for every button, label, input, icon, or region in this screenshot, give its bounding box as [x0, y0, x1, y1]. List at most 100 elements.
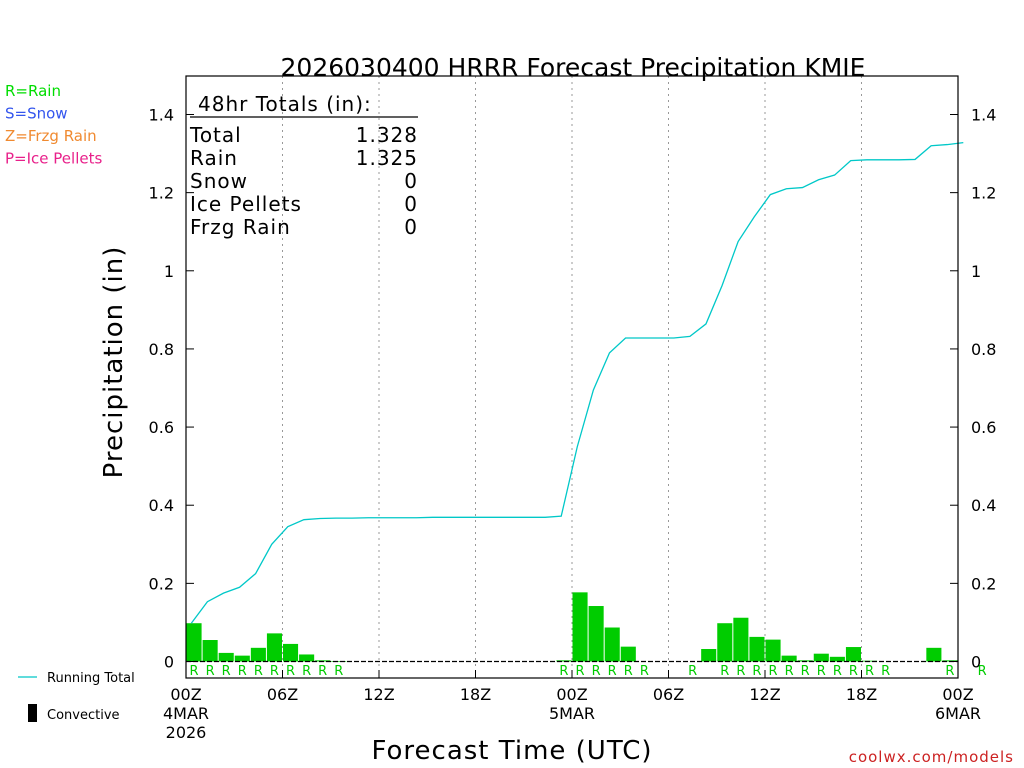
y-tick-label-right-6: 1.2: [971, 184, 996, 203]
x-tick-label-12-0: 12Z: [363, 685, 394, 704]
precip-type-label-hour-5: R: [254, 664, 263, 679]
precip-type-label-hour-35: R: [736, 664, 745, 679]
precip-type-label-hour-36: R: [752, 664, 761, 679]
type-legend-item-1: S=Snow: [5, 105, 68, 123]
y-tick-label-right-0: 0: [971, 653, 981, 672]
precip-type-label-hour-42: R: [849, 664, 858, 679]
precip-type-label-hour-6: R: [270, 664, 279, 679]
running-total-legend-label: Running Total: [47, 671, 135, 686]
precip-type-label-hour-1: R: [190, 664, 199, 679]
precip-bar-hour-47: [926, 647, 942, 662]
totals-label-0: Total: [189, 123, 242, 147]
precip-type-label-hour-41: R: [833, 664, 842, 679]
y-tick-label-right-1: 0.2: [971, 574, 996, 593]
totals-box: 48hr Totals (in): Total 1.328 Rain 1.325 Sno…: [189, 92, 418, 239]
precip-type-label-hour-38: R: [785, 664, 794, 679]
precip-bar-hour-8: [299, 654, 315, 662]
x-axis-title: Forecast Time (UTC): [371, 736, 652, 766]
type-legend-item-2: Z=Frzg Rain: [5, 127, 97, 145]
totals-value-1: 1.325: [356, 146, 418, 170]
precip-bar-hour-38: [781, 655, 797, 662]
precip-bar-hour-33: [701, 648, 717, 662]
precip-bar-hour-3: [218, 652, 234, 662]
precip-bar-hour-35: [733, 617, 749, 662]
precip-type-legend: R=Rain S=Snow Z=Frzg Rain P=Ice Pellets: [5, 82, 102, 168]
x-tick-label-0-1: 4MAR: [163, 704, 209, 723]
convective-legend-label: Convective: [47, 708, 120, 723]
credit-text: coolwx.com/models: [849, 748, 1014, 766]
x-tick-label-18-0: 18Z: [460, 685, 491, 704]
precip-bar-hour-26: [588, 606, 604, 662]
precip-bar-hour-28: [620, 646, 636, 662]
y-axis-title: Precipitation (in): [99, 246, 129, 479]
precip-type-label-hour-27: R: [608, 664, 617, 679]
totals-heading: 48hr Totals (in):: [198, 92, 372, 116]
precip-type-label-hour-7: R: [286, 664, 295, 679]
y-tick-label-right-3: 0.6: [971, 418, 996, 437]
chart-title: 2026030400 HRRR Forecast Precipitation K…: [281, 53, 866, 82]
precip-type-label-hour-39: R: [801, 664, 810, 679]
y-tick-label-left-3: 0.6: [149, 418, 174, 437]
y-tick-label-right-4: 0.8: [971, 340, 996, 359]
x-tick-label-30-0: 06Z: [653, 685, 684, 704]
y-tick-label-left-6: 1.2: [149, 184, 174, 203]
precip-type-label-hour-4: R: [238, 664, 247, 679]
totals-value-2: 0: [404, 169, 418, 193]
precip-bar-hour-7: [283, 643, 299, 662]
precip-type-label-hour-44: R: [881, 664, 890, 679]
precip-type-label-hour-28: R: [624, 664, 633, 679]
totals-value-0: 1.328: [356, 123, 418, 147]
precip-type-label-hour-43: R: [865, 664, 874, 679]
precip-type-label-hour-25: R: [576, 664, 585, 679]
y-tick-label-left-0: 0: [164, 653, 174, 672]
x-tick-label-24-0: 00Z: [556, 685, 587, 704]
series-legend: Running Total Convective: [18, 671, 135, 723]
x-tick-label-6-0: 06Z: [267, 685, 298, 704]
totals-label-4: Frzg Rain: [190, 215, 291, 239]
precip-type-label-hour-9: R: [318, 664, 327, 679]
precip-bar-hour-40: [813, 653, 829, 662]
precip-type-label-hour-37: R: [769, 664, 778, 679]
precip-bar-hour-27: [604, 627, 620, 662]
precip-type-label-hour-50: R: [978, 664, 987, 679]
totals-label-2: Snow: [190, 169, 248, 193]
precip-bar-hour-25: [572, 592, 588, 662]
type-legend-item-3: P=Ice Pellets: [5, 150, 102, 168]
y-tick-label-right-2: 0.4: [971, 496, 996, 515]
precip-bar-hour-34: [717, 623, 733, 662]
x-tick-label-0-0: 00Z: [170, 685, 201, 704]
y-tick-label-right-7: 1.4: [971, 106, 996, 125]
precip-type-label-hour-2: R: [206, 664, 215, 679]
precip-type-label-hour-10: R: [334, 664, 343, 679]
x-tick-label-24-1: 5MAR: [549, 704, 595, 723]
running-total-line: [190, 141, 964, 624]
precip-bar-hour-36: [749, 636, 765, 662]
y-tick-label-left-4: 0.8: [149, 340, 174, 359]
precip-bar-hour-24: [556, 660, 572, 662]
y-tick-label-left-7: 1.4: [149, 106, 174, 125]
precip-type-label-hour-34: R: [720, 664, 729, 679]
y-tick-label-left-5: 1: [164, 262, 174, 281]
convective-legend-swatch: [28, 704, 37, 722]
precip-type-label-hour-29: R: [640, 664, 649, 679]
precip-bar-hour-41: [829, 656, 845, 662]
precip-bar-hour-42: [845, 647, 861, 662]
y-tick-label-left-2: 0.4: [149, 496, 174, 515]
totals-label-1: Rain: [190, 146, 238, 170]
precip-type-label-hour-3: R: [222, 664, 231, 679]
precip-bar-hour-5: [250, 647, 266, 662]
precip-type-label-hour-48: R: [945, 664, 954, 679]
y-tick-label-right-5: 1: [971, 262, 981, 281]
precip-bar-hour-4: [234, 655, 250, 662]
x-tick-label-36-0: 12Z: [749, 685, 780, 704]
hourly-precip-bars: [186, 592, 958, 662]
y-axis: 0 00.2 0.20.4 0.40.6 0.60.8 0.81 11.2 1.21.4 1.4: [149, 106, 997, 672]
precip-bar-hour-6: [266, 633, 282, 662]
x-tick-label-48-0: 00Z: [942, 685, 973, 704]
y-tick-label-left-1: 0.2: [149, 574, 174, 593]
precip-type-label-hour-32: R: [688, 664, 697, 679]
totals-value-3: 0: [404, 192, 418, 216]
